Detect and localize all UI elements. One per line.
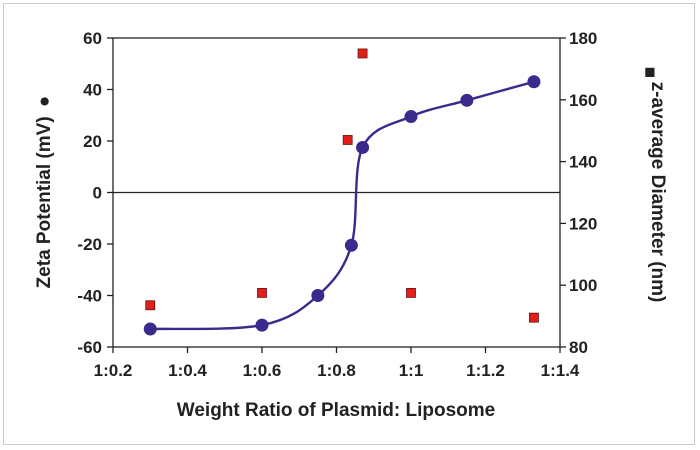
left-tick-label: -20 xyxy=(77,235,102,254)
left-axis-title: Zeta Potential (mV) ● xyxy=(34,96,55,289)
left-tick-label: -40 xyxy=(77,287,102,306)
right-tick-label: 80 xyxy=(569,338,588,357)
right-tick-label: 140 xyxy=(569,153,597,172)
right-tick-label: 160 xyxy=(569,91,597,110)
zeta-point xyxy=(143,322,157,336)
x-tick-label: 1:1.4 xyxy=(541,361,580,380)
zeta-point xyxy=(460,93,474,107)
x-tick-label: 1:0.8 xyxy=(317,361,356,380)
zeta-points xyxy=(143,75,541,336)
x-tick-label: 1:0.4 xyxy=(168,361,207,380)
left-tick-label: 20 xyxy=(83,132,102,151)
left-tick-label: 60 xyxy=(83,29,102,48)
x-tick-label: 1:1.2 xyxy=(466,361,505,380)
zeta-fit-curve xyxy=(150,80,535,331)
left-tick-label: -60 xyxy=(77,338,102,357)
diameter-point xyxy=(357,48,368,59)
zeta-point xyxy=(255,318,269,332)
chart-frame xyxy=(3,3,695,445)
right-tick-label: 180 xyxy=(569,29,597,48)
left-axis-marker-symbol: ● xyxy=(34,96,55,107)
left-tick-label: 40 xyxy=(83,81,102,100)
diameter-point xyxy=(257,288,267,298)
diameter-points xyxy=(145,48,539,323)
x-axis-ticks: 1:0.2 1:0.4 1:0.6 1:0.8 1:1 1:1.2 1:1.4 xyxy=(94,347,580,380)
diameter-point xyxy=(342,135,353,145)
zeta-point xyxy=(527,75,541,89)
diameter-point xyxy=(145,300,156,311)
zeta-point xyxy=(356,140,370,154)
x-tick-label: 1:0.6 xyxy=(243,361,282,380)
right-tick-label: 120 xyxy=(569,214,597,233)
right-axis-ticks: 80 100 120 140 160 180 xyxy=(560,29,597,357)
diameter-point xyxy=(529,312,539,323)
left-axis-ticks: -60 -40 -20 0 20 40 60 xyxy=(77,29,113,357)
x-tick-label: 1:1 xyxy=(399,361,424,380)
diameter-point xyxy=(406,288,416,298)
zeta-point xyxy=(344,238,358,252)
left-tick-label: 0 xyxy=(93,184,102,203)
right-axis-marker-symbol: ■ xyxy=(644,62,655,83)
x-axis-title: Weight Ratio of Plasmid: Liposome xyxy=(177,400,495,421)
right-tick-label: 100 xyxy=(569,276,597,295)
right-axis-title: z-average Diameter (nm) xyxy=(647,82,668,303)
x-tick-label: 1:0.2 xyxy=(94,361,133,380)
zeta-point xyxy=(404,110,418,124)
zeta-point xyxy=(311,289,325,302)
